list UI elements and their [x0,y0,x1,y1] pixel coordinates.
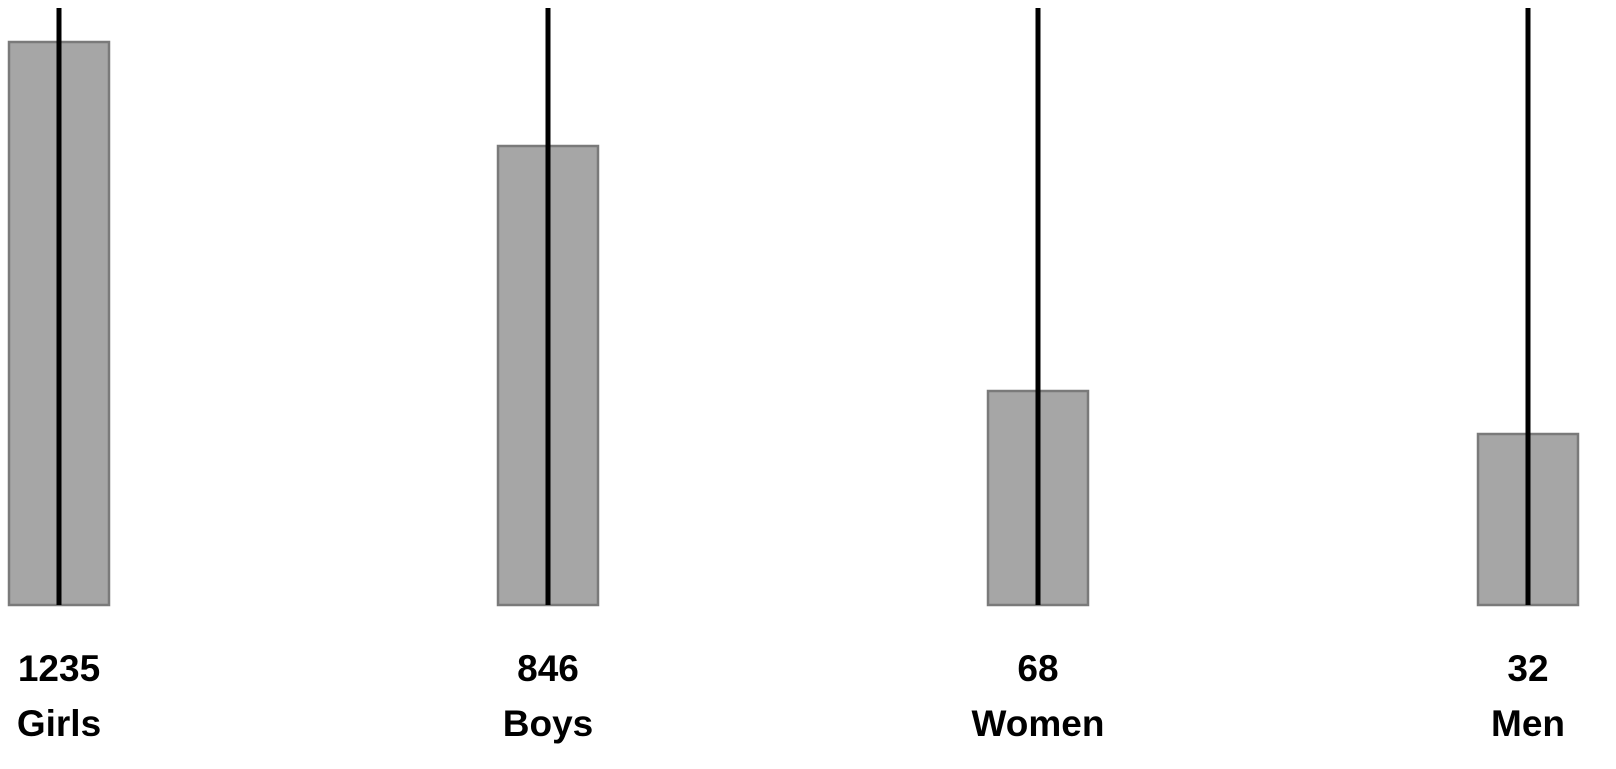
value-label-boys: 846 [517,648,579,689]
category-label-women: Women [972,703,1105,744]
value-label-women: 68 [1017,648,1058,689]
error-bars-layer [56,8,1531,605]
value-label-men: 32 [1507,648,1548,689]
category-label-girls: Girls [17,703,101,744]
category-label-men: Men [1491,703,1565,744]
bars-layer [7,40,1580,607]
category-label-boys: Boys [503,703,593,744]
labels-layer: 1235 Girls 846 Boys 68 Women 32 Men [17,648,1565,744]
value-label-girls: 1235 [18,648,100,689]
